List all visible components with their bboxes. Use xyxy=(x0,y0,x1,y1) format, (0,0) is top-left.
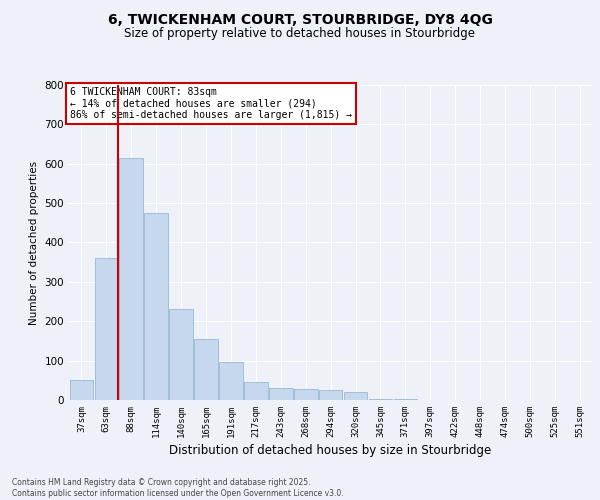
Bar xyxy=(119,158,143,400)
Bar xyxy=(169,310,193,400)
Bar xyxy=(394,399,417,400)
Bar xyxy=(70,380,93,400)
Bar xyxy=(319,390,343,400)
Text: 6, TWICKENHAM COURT, STOURBRIDGE, DY8 4QG: 6, TWICKENHAM COURT, STOURBRIDGE, DY8 4Q… xyxy=(107,12,493,26)
Text: Size of property relative to detached houses in Stourbridge: Size of property relative to detached ho… xyxy=(125,28,476,40)
Y-axis label: Number of detached properties: Number of detached properties xyxy=(29,160,39,324)
Bar xyxy=(244,382,268,400)
Bar xyxy=(269,388,293,400)
Bar xyxy=(368,399,392,400)
Bar xyxy=(294,390,317,400)
Bar xyxy=(344,392,367,400)
Bar xyxy=(219,362,243,400)
Bar xyxy=(95,258,118,400)
X-axis label: Distribution of detached houses by size in Stourbridge: Distribution of detached houses by size … xyxy=(169,444,492,457)
Bar xyxy=(145,213,168,400)
Text: 6 TWICKENHAM COURT: 83sqm
← 14% of detached houses are smaller (294)
86% of semi: 6 TWICKENHAM COURT: 83sqm ← 14% of detac… xyxy=(70,87,352,120)
Text: Contains HM Land Registry data © Crown copyright and database right 2025.
Contai: Contains HM Land Registry data © Crown c… xyxy=(12,478,344,498)
Bar xyxy=(194,339,218,400)
